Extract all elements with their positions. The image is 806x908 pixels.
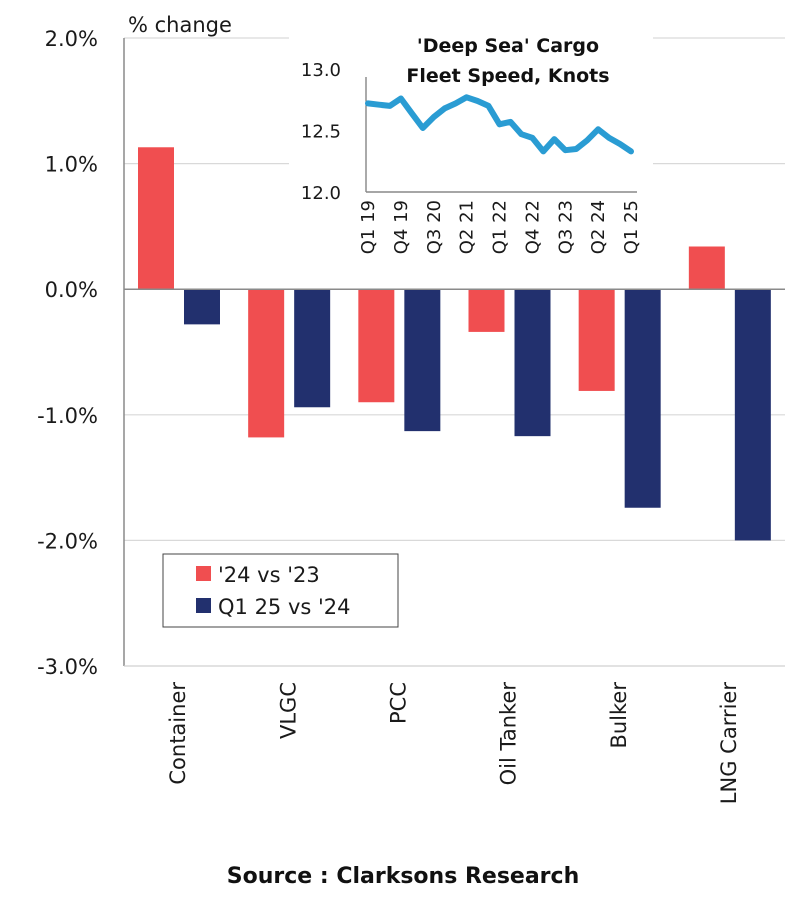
legend-label-series-2: Q1 25 vs '24 xyxy=(218,595,351,619)
inset-title-line-1: 'Deep Sea' Cargo xyxy=(417,35,599,57)
inset-data-point xyxy=(630,150,632,152)
legend: '24 vs '23 Q1 25 vs '24 xyxy=(162,553,399,628)
y-tick-label: -2.0% xyxy=(37,529,98,553)
y-tick-label: 2.0% xyxy=(45,27,98,51)
inset-data-point xyxy=(509,121,511,123)
bar-series-1 xyxy=(688,246,725,290)
bar-series-1 xyxy=(248,289,285,438)
inset-x-tick-label: Q3 20 xyxy=(424,200,445,254)
y-tick-label: -1.0% xyxy=(37,404,98,428)
y-tick-label: 0.0% xyxy=(45,278,98,302)
bar-series-1 xyxy=(468,289,505,332)
bar-series-2 xyxy=(624,289,661,508)
bar-series-2 xyxy=(184,289,220,325)
inset-data-point xyxy=(575,148,577,150)
inset-title-line-2: Fleet Speed, Knots xyxy=(406,65,609,87)
inset-data-point xyxy=(597,128,599,130)
inset-x-tick-label: Q4 22 xyxy=(522,200,543,254)
inset-data-point xyxy=(455,102,457,104)
bar-series-1 xyxy=(138,147,174,290)
inset-data-point xyxy=(389,105,391,107)
y-tick-label: 1.0% xyxy=(45,153,98,177)
bars xyxy=(138,147,771,541)
inset-line-series xyxy=(365,94,634,155)
inset-x-tick-label: Q1 25 xyxy=(621,200,642,254)
category-label: PCC xyxy=(386,682,410,724)
inset-x-tick-label: Q1 22 xyxy=(490,200,511,254)
inset-data-point xyxy=(433,116,435,118)
inset-x-tick-labels: Q1 19 Q4 19 Q3 20 Q2 21 Q1 22 Q4 22 Q3 23 Q2 24… xyxy=(358,200,642,254)
inset-data-point xyxy=(608,137,610,139)
inset-data-point xyxy=(488,105,490,107)
category-label: Container xyxy=(166,682,190,785)
bar-series-1 xyxy=(358,289,395,403)
inset-y-tick-label: 12.0 xyxy=(301,183,341,204)
inset-x-tick-label: Q2 24 xyxy=(588,200,609,254)
category-labels: Container VLGC PCC Oil Tanker Bulker LNG Carr… xyxy=(166,682,741,805)
inset-y-tick-label: 13.0 xyxy=(301,60,341,81)
bar-series-2 xyxy=(514,289,551,437)
inset-x-tick-label: Q2 21 xyxy=(457,200,478,254)
inset-y-tick-label: 12.5 xyxy=(301,122,341,143)
y-tick-labels: 2.0% 1.0% 0.0% -1.0% -2.0% -3.0% xyxy=(37,27,98,679)
inset-y-tick-labels: 13.0 12.5 12.0 xyxy=(301,60,341,204)
inset-data-point xyxy=(586,139,588,141)
bar-series-1 xyxy=(578,289,615,391)
inset-data-point xyxy=(619,143,621,145)
category-label: Bulker xyxy=(607,682,631,749)
category-label: VLGC xyxy=(276,682,300,739)
inset-data-point xyxy=(564,149,566,151)
bar-series-2 xyxy=(294,289,331,408)
inset-data-point xyxy=(553,138,555,140)
category-label: LNG Carrier xyxy=(717,682,741,805)
inset-data-point xyxy=(400,98,402,100)
inset-x-tick-label: Q3 23 xyxy=(555,200,576,254)
inset-data-point xyxy=(367,102,369,104)
inset-data-point xyxy=(444,107,446,109)
legend-swatch-series-1 xyxy=(196,566,211,581)
inset-x-tick-label: Q1 19 xyxy=(358,200,379,254)
y-axis-title: % change xyxy=(128,13,232,37)
bar-series-2 xyxy=(404,289,441,432)
inset-data-point xyxy=(542,150,544,152)
inset-axes xyxy=(365,77,637,193)
inset-data-point xyxy=(477,100,479,102)
inset-data-point xyxy=(378,104,380,106)
legend-label-series-1: '24 vs '23 xyxy=(218,563,320,587)
inset-data-point xyxy=(531,137,533,139)
inset-background xyxy=(289,24,653,286)
inset-chart: 'Deep Sea' Cargo Fleet Speed, Knots 13.0… xyxy=(289,24,653,286)
inset-data-point xyxy=(411,112,413,114)
category-label: Oil Tanker xyxy=(497,682,521,786)
bar-series-2 xyxy=(734,289,771,541)
chart: 2.0% 1.0% 0.0% -1.0% -2.0% -3.0% % change Con… xyxy=(37,13,785,805)
inset-data-point xyxy=(422,127,424,129)
legend-swatch-series-2 xyxy=(196,598,211,613)
y-tick-label: -3.0% xyxy=(37,655,98,679)
axes xyxy=(123,38,785,667)
source-note: Source : Clarksons Research xyxy=(226,864,580,889)
inset-data-point xyxy=(499,123,500,125)
inset-x-tick-label: Q4 19 xyxy=(391,200,412,254)
inset-data-point xyxy=(520,133,522,135)
inset-data-point xyxy=(466,96,468,98)
